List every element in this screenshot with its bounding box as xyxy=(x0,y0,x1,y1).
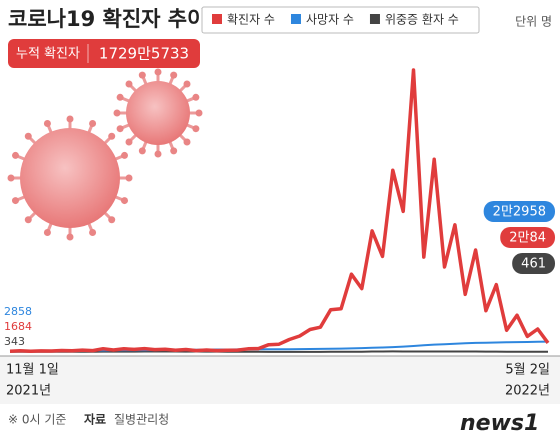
total-value: 1729만5733 xyxy=(99,45,189,63)
start-value-label: 2858 xyxy=(4,305,32,318)
unit-label: 단위 명 xyxy=(515,15,552,29)
x-year-label: 2022년 xyxy=(505,384,550,399)
virus-decoration xyxy=(7,68,203,241)
virus-spike-tip xyxy=(11,151,19,159)
end-value-box xyxy=(500,227,555,248)
plot: 2858 1684 343 2만2958 2만84 461 11월 1일 5월 2일 2021년… xyxy=(4,68,555,399)
total-label: 누적 확진자 xyxy=(16,47,80,62)
legend-label: 위중증 환자 수 xyxy=(385,13,459,27)
virus-spike-tip xyxy=(170,71,178,79)
virus-spike-tip xyxy=(121,197,129,205)
x-axis-band xyxy=(0,356,560,404)
virus-spike-tip xyxy=(125,174,133,182)
virus-spike-tip xyxy=(24,216,32,224)
virus-spike-tip xyxy=(116,93,124,101)
end-value-box xyxy=(483,201,555,222)
x-year-label: 2021년 xyxy=(6,384,51,399)
virus-spike-tip xyxy=(195,109,203,117)
total-box xyxy=(8,39,200,68)
virus-spike-tip xyxy=(43,229,51,237)
virus-spike-tip xyxy=(154,150,162,158)
legend-label: 확진자 수 xyxy=(227,13,275,27)
start-value-label: 1684 xyxy=(4,320,32,333)
virus-spike-tip xyxy=(108,132,116,140)
virus-spike-tip xyxy=(89,119,97,127)
footer-source: 질병관리청 xyxy=(114,413,169,427)
legend-label: 사망자 수 xyxy=(306,13,354,27)
virus-spike-tip xyxy=(66,233,74,241)
virus-spike-tip xyxy=(170,147,178,155)
footer-note: ※ 0시 기준 xyxy=(8,413,66,427)
virus-spike-tip xyxy=(125,138,133,146)
virus-spike-tip xyxy=(192,125,200,133)
series-line xyxy=(9,68,550,353)
virus-body xyxy=(126,81,190,145)
virus-spike-tip xyxy=(116,125,124,133)
footer-source-label: 자료 xyxy=(84,412,106,427)
virus-spike-tip xyxy=(43,119,51,127)
x-tick-label: 11월 1일 xyxy=(6,363,59,378)
virus-body xyxy=(20,128,120,228)
start-value-label: 343 xyxy=(4,335,25,348)
virus-spike-tip xyxy=(183,80,191,88)
x-tick-label: 5월 2일 xyxy=(505,363,550,378)
virus-spike-tip xyxy=(138,147,146,155)
virus-spike-tip xyxy=(24,132,32,140)
end-value-label: 2만84 xyxy=(509,231,546,246)
virus-spike-tip xyxy=(113,109,121,117)
legend-swatch xyxy=(212,14,222,24)
virus-spike-tip xyxy=(154,68,162,76)
legend-swatch xyxy=(290,14,301,24)
end-value-label: 461 xyxy=(521,257,546,272)
series-line xyxy=(10,350,548,353)
virus-spike-tip xyxy=(125,80,133,88)
end-value-label: 2만2958 xyxy=(493,205,546,220)
virus-spike-tip xyxy=(89,229,97,237)
virus-spike-tip xyxy=(192,93,200,101)
logo: news1 xyxy=(460,411,539,436)
virus-spike-tip xyxy=(11,197,19,205)
legend-swatch xyxy=(369,14,380,24)
end-value-box xyxy=(512,253,555,274)
virus-spike-tip xyxy=(183,138,191,146)
virus-spike-tip xyxy=(121,151,129,159)
legend: 확진자 수 사망자 수 위중증 환자 수 xyxy=(212,13,459,27)
chart-title: 코로나19 확진자 추이 xyxy=(8,7,206,31)
virus-spike-tip xyxy=(66,115,74,123)
virus-spike-tip xyxy=(7,174,15,182)
virus-spike-tip xyxy=(108,216,116,224)
virus-spike-tip xyxy=(138,71,146,79)
legend-box xyxy=(201,6,480,34)
